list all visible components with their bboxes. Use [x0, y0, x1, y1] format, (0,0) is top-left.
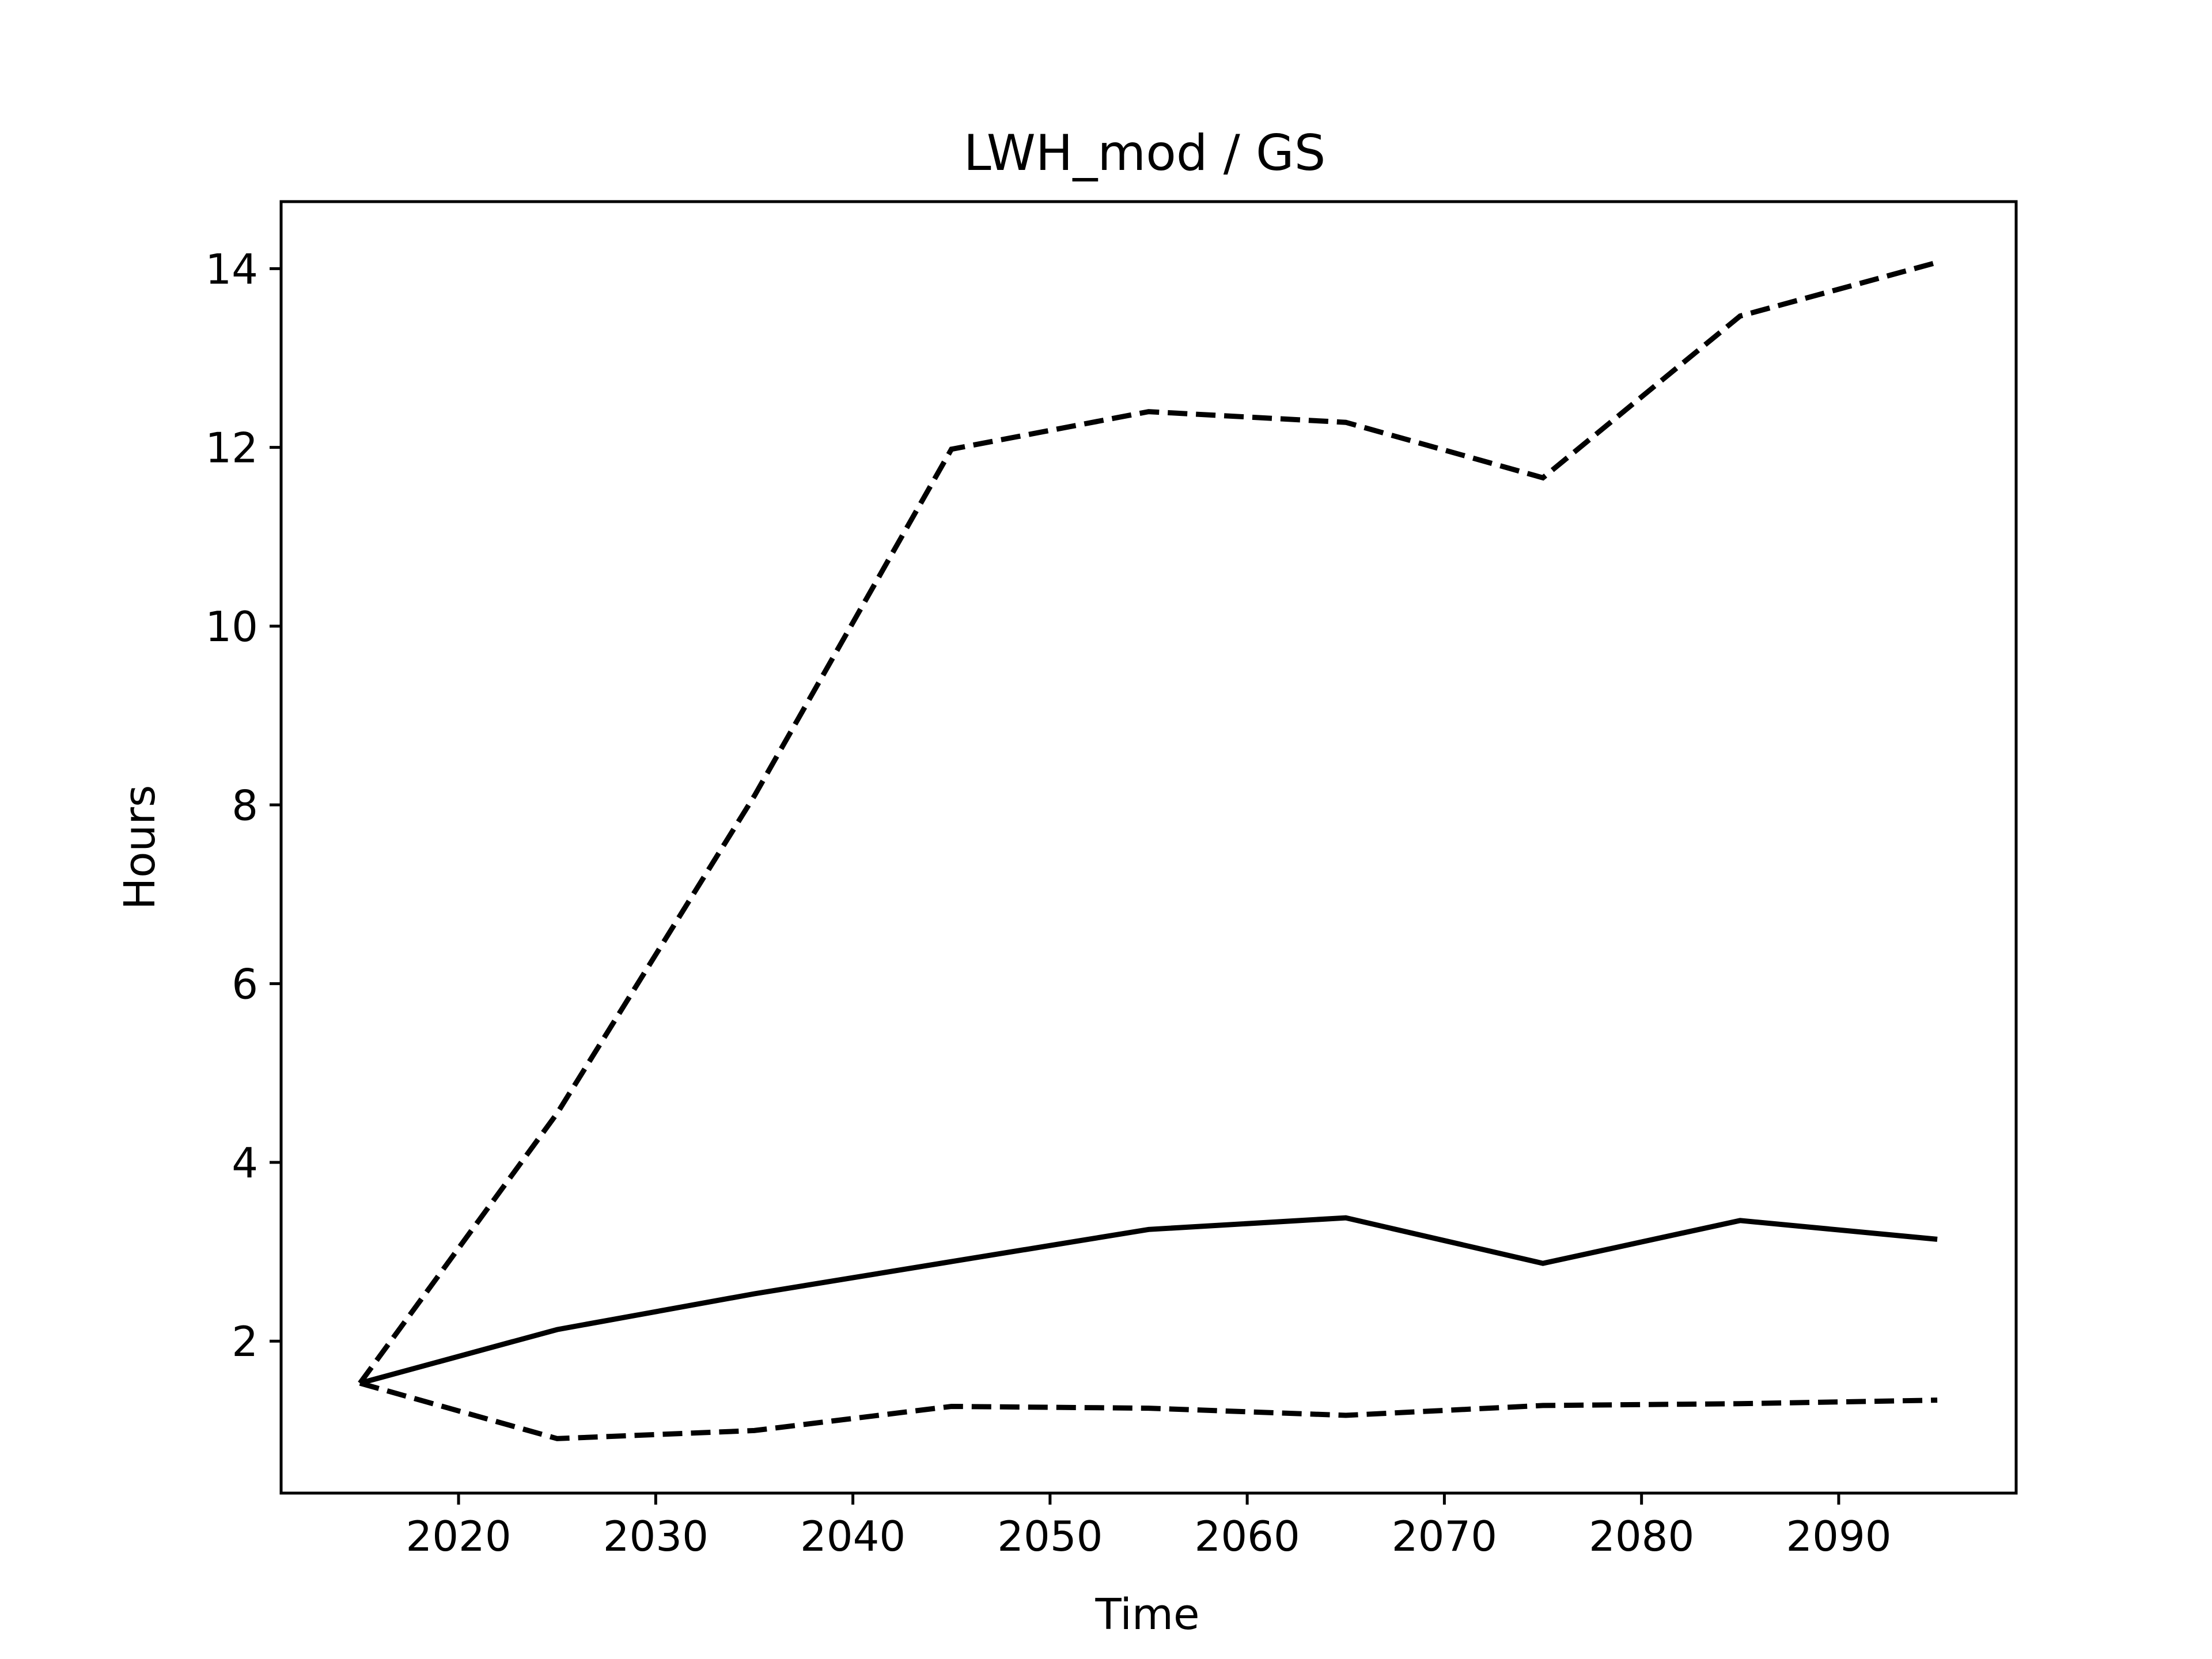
- x-tick-label: 2080: [1589, 1512, 1694, 1560]
- x-tick-label: 2040: [800, 1512, 906, 1560]
- y-axis: 2 4 6 8 10 12 14: [205, 245, 281, 1366]
- x-tick-label: 2030: [603, 1512, 709, 1560]
- axes-frame: [279, 200, 2018, 1495]
- y-tick-label: 14: [205, 245, 258, 293]
- series-line-1: [359, 1215, 1938, 1386]
- x-tick-label: 2020: [406, 1512, 511, 1560]
- series-line-3: [359, 1380, 1938, 1441]
- y-tick-label: 2: [232, 1317, 258, 1366]
- y-axis-label: Hours: [115, 785, 165, 910]
- x-tick-label: 2070: [1392, 1512, 1497, 1560]
- y-tick-label: 12: [205, 424, 258, 472]
- plot-area: [358, 260, 1938, 1441]
- x-tick-label: 2050: [997, 1512, 1103, 1560]
- x-tick-label: 2090: [1786, 1512, 1891, 1560]
- y-tick-label: 10: [205, 603, 258, 651]
- y-tick-label: 6: [232, 960, 258, 1009]
- x-tick-label: 2060: [1195, 1512, 1300, 1560]
- x-axis: 2020 2030 2040 2050 2060 2070 2080 2090: [406, 1493, 1892, 1560]
- x-axis-label: Time: [1094, 1590, 1199, 1639]
- y-tick-label: 4: [232, 1139, 258, 1187]
- chart-title: LWH_mod / GS: [964, 124, 1326, 182]
- series-line-2: [358, 260, 1938, 1385]
- y-tick-label: 8: [232, 781, 258, 830]
